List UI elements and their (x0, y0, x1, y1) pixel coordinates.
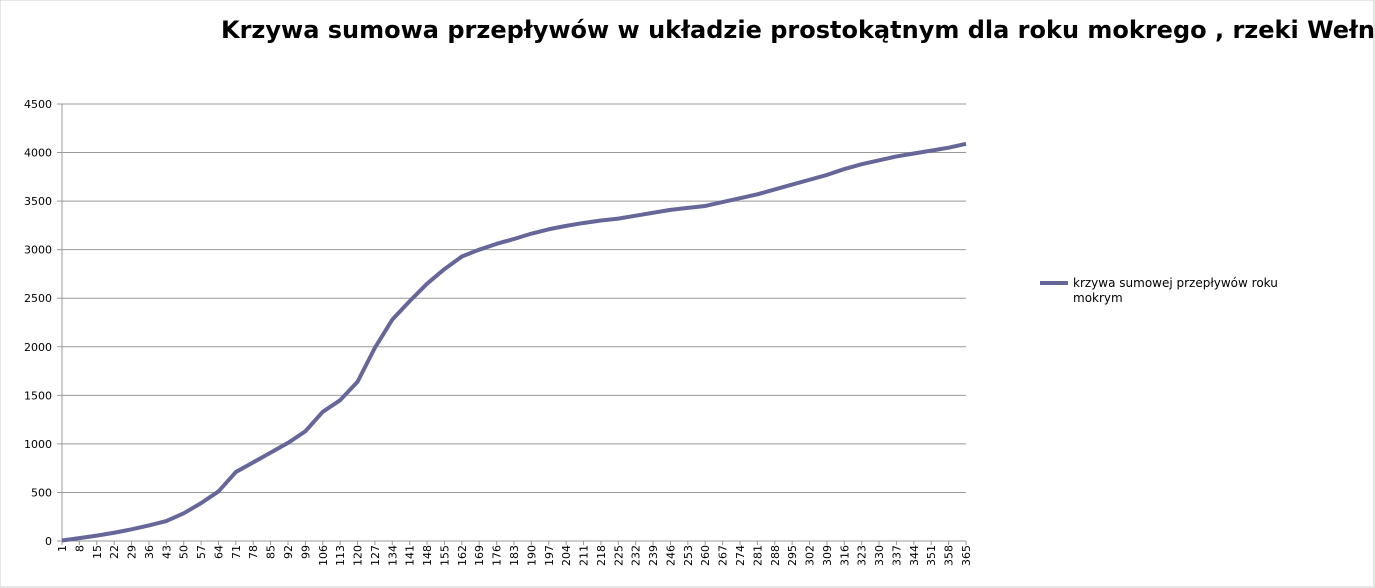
x-tick-label: 43 (160, 545, 173, 559)
x-tick-label: 127 (369, 545, 382, 566)
x-tick-label: 337 (890, 545, 903, 566)
x-tick-label: 29 (126, 545, 139, 559)
x-tick-label: 85 (265, 545, 278, 559)
x-tick-label: 15 (91, 545, 104, 559)
x-tick-label: 295 (786, 545, 799, 566)
x-tick-label: 22 (108, 545, 121, 559)
y-tick-label: 0 (45, 535, 52, 548)
x-tick-label: 288 (769, 545, 782, 566)
y-tick-label: 1000 (24, 438, 52, 451)
x-tick-label: 274 (734, 545, 747, 566)
x-tick-label: 134 (386, 545, 399, 566)
x-tick-label: 183 (508, 545, 521, 566)
x-tick-label: 57 (195, 545, 208, 559)
x-tick-label: 267 (717, 545, 730, 566)
x-tick-label: 169 (473, 545, 486, 566)
x-tick-label: 155 (438, 545, 451, 566)
y-tick-label: 2500 (24, 292, 52, 305)
x-tick-label: 99 (299, 545, 312, 559)
y-tick-label: 4000 (24, 147, 52, 160)
x-tick-label: 162 (456, 545, 469, 566)
x-tick-label: 211 (578, 545, 591, 566)
x-tick-label: 253 (682, 545, 695, 566)
y-tick-label: 1500 (24, 389, 52, 402)
y-tick-label: 3500 (24, 195, 52, 208)
x-tick-label: 197 (543, 545, 556, 566)
legend-label: krzywa sumowej przepływów roku mokrym (1073, 276, 1278, 305)
y-tick-label: 2000 (24, 341, 52, 354)
data-line (61, 141, 967, 543)
x-tick-label: 358 (943, 545, 956, 566)
x-tick-label: 71 (230, 545, 243, 559)
x-tick-label: 113 (334, 545, 347, 566)
chart-title: Krzywa sumowa przepływów w układzie pros… (221, 16, 1375, 44)
x-tick-label: 323 (856, 545, 869, 566)
x-tick-label: 176 (491, 545, 504, 566)
x-tick-label: 120 (352, 545, 365, 566)
x-tick-label: 246 (664, 545, 677, 566)
x-tick-label: 218 (595, 545, 608, 566)
x-tick-label: 106 (317, 545, 330, 566)
x-tick-label: 239 (647, 545, 660, 566)
x-tick-label: 302 (804, 545, 817, 566)
x-tick-label: 190 (525, 545, 538, 566)
x-tick-label: 204 (560, 545, 573, 566)
x-tick-label: 92 (282, 545, 295, 559)
x-tick-label: 8 (73, 545, 86, 552)
x-tick-label: 36 (143, 545, 156, 559)
x-tick-label: 64 (212, 545, 225, 559)
x-tick-label: 1 (56, 545, 69, 552)
x-tick-label: 50 (178, 545, 191, 559)
x-tick-label: 225 (612, 545, 625, 566)
y-tick-label: 500 (31, 486, 52, 499)
x-tick-label: 260 (699, 545, 712, 566)
x-tick-label: 281 (751, 545, 764, 566)
y-tick-label: 3000 (24, 244, 52, 257)
x-tick-label: 148 (421, 545, 434, 566)
x-tick-label: 232 (630, 545, 643, 566)
x-tick-label: 309 (821, 545, 834, 566)
x-tick-label: 316 (838, 545, 851, 566)
x-tick-label: 344 (908, 545, 921, 566)
x-tick-label: 141 (404, 545, 417, 566)
x-tick-label: 351 (925, 545, 938, 566)
x-tick-label: 330 (873, 545, 886, 566)
x-tick-label: 78 (247, 545, 260, 559)
y-tick-label: 4500 (24, 98, 52, 111)
x-tick-label: 365 (960, 545, 973, 566)
